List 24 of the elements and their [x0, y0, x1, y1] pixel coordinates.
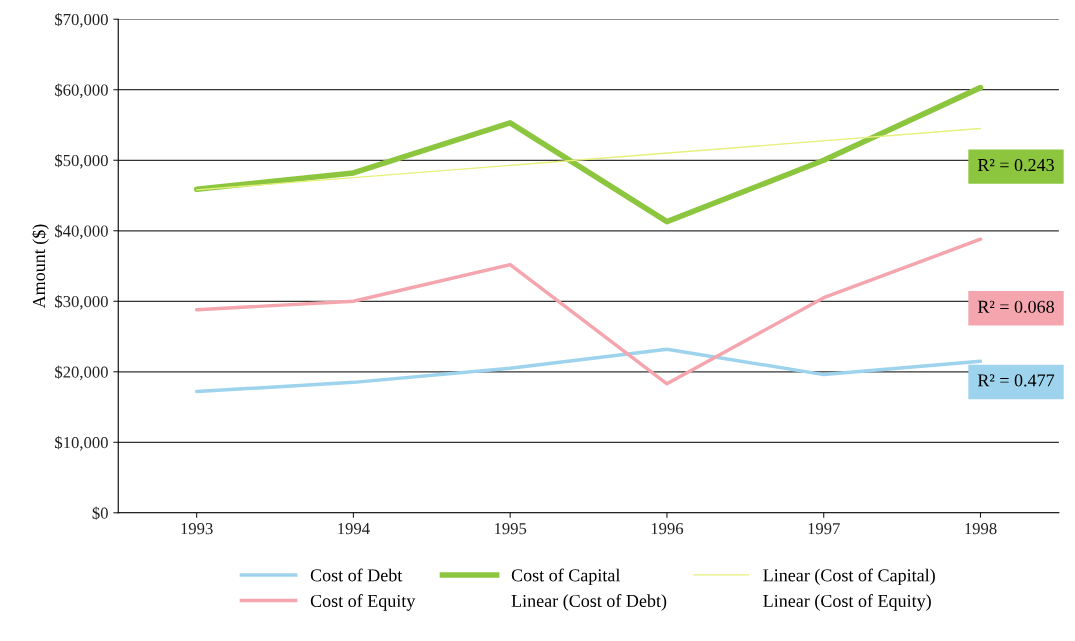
legend-label: Cost of Debt — [310, 568, 403, 582]
x-tick-label: 1993 — [181, 523, 213, 535]
annotation: R² = 0.243 — [977, 158, 1054, 172]
legend-label: Linear (Cost of Capital) — [763, 568, 935, 586]
legend-label: Cost of Capital — [511, 568, 621, 586]
y-tick-label: $0 — [92, 506, 108, 520]
annotation: R² = 0.068 — [977, 300, 1054, 313]
text: Linear (Cost of Equity) — [763, 594, 931, 611]
y-tick-label: $10,000 — [55, 436, 108, 451]
y-tick-label: $60,000 — [55, 83, 108, 99]
y-tick-label: $20,000 — [55, 365, 108, 381]
legend-label: Cost of Equity — [310, 594, 416, 611]
text: Linear (Cost of Debt) — [511, 594, 667, 611]
x-tick-label: 1998 — [965, 523, 997, 535]
y-tick-label: $70,000 — [55, 12, 108, 28]
x-tick-label: 1997 — [808, 523, 840, 535]
y-tick-label: $40,000 — [55, 224, 108, 240]
x-tick-label: 1995 — [494, 523, 527, 535]
y-tick-label: $30,000 — [55, 294, 108, 310]
y-tick-label: $50,000 — [55, 153, 108, 169]
annotation: R² = 0.477 — [977, 374, 1055, 387]
y-axis-title: Amount ($) — [31, 224, 49, 309]
x-tick-label: 1994 — [338, 523, 370, 535]
x-tick-label: 1996 — [651, 523, 684, 535]
